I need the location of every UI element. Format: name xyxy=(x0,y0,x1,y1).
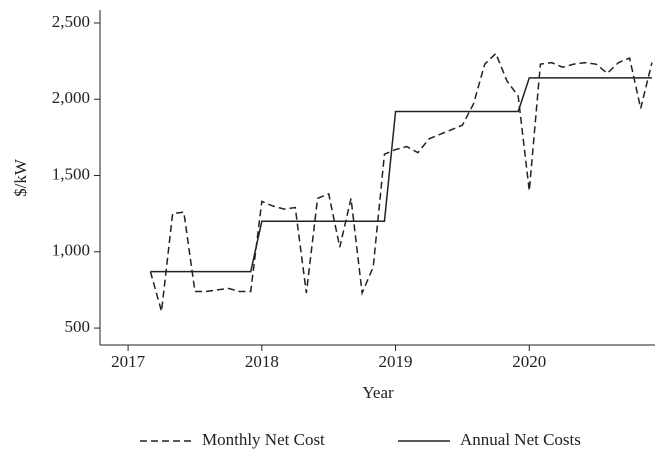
legend-label: Monthly Net Cost xyxy=(202,430,325,449)
y-axis-label: $/kW xyxy=(11,158,30,197)
y-tick-label: 500 xyxy=(65,317,91,336)
y-tick-label: 1,000 xyxy=(52,241,90,260)
series-line xyxy=(150,77,652,273)
x-axis-label: Year xyxy=(362,383,394,402)
x-tick-label: 2017 xyxy=(111,352,146,371)
x-tick-label: 2019 xyxy=(379,352,413,371)
x-tick-label: 2018 xyxy=(245,352,279,371)
y-tick-label: 1,500 xyxy=(52,164,90,183)
y-tick-label: 2,000 xyxy=(52,88,90,107)
y-tick-label: 2,500 xyxy=(52,12,90,31)
legend-label: Annual Net Costs xyxy=(460,430,581,449)
x-tick-label: 2020 xyxy=(512,352,546,371)
series-line xyxy=(149,52,653,312)
